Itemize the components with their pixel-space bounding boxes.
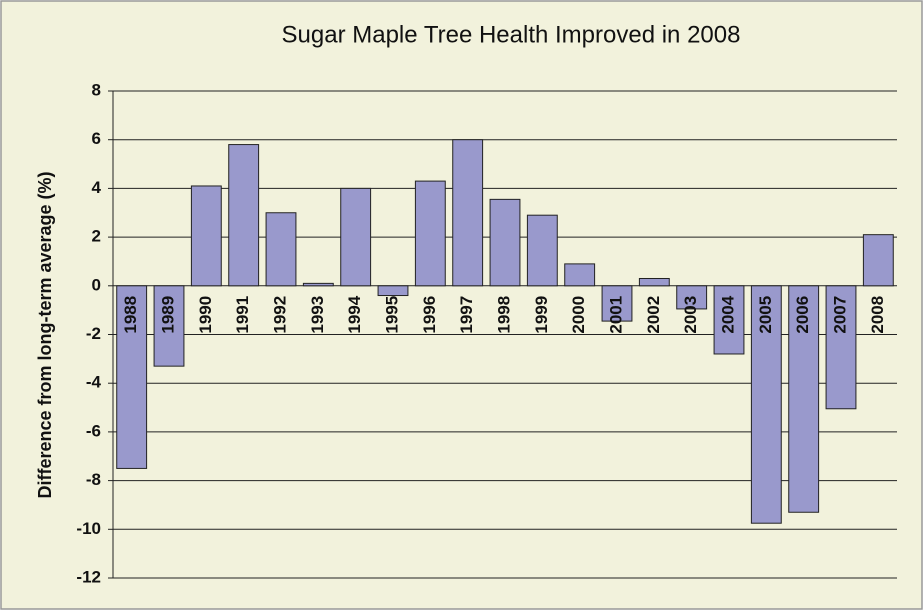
x-tick-label: 1988 — [121, 296, 140, 334]
x-tick-label: 1994 — [345, 295, 364, 333]
bar — [601, 285, 633, 322]
bar — [638, 277, 670, 287]
bar — [526, 214, 558, 287]
bar — [825, 285, 857, 410]
x-tick-label: 2005 — [756, 296, 775, 334]
y-tick-label: -2 — [86, 324, 101, 343]
y-tick-label: 0 — [92, 275, 101, 294]
bar — [414, 180, 446, 287]
bar — [713, 285, 745, 355]
bar — [676, 285, 708, 310]
x-tick-label: 1997 — [457, 296, 476, 334]
y-tick-label: -12 — [76, 567, 101, 586]
x-tick-label: 2006 — [793, 296, 812, 334]
y-tick-label: -6 — [86, 421, 101, 440]
x-tick-label: 1991 — [233, 296, 252, 334]
x-tick-label: 2002 — [644, 296, 663, 334]
bar — [153, 285, 185, 367]
bar — [302, 282, 334, 287]
bar — [489, 198, 521, 287]
x-tick-label: 2000 — [569, 296, 588, 334]
y-tick-label: -4 — [86, 373, 102, 392]
x-tick-label: 1989 — [158, 296, 177, 334]
x-tick-label: 1990 — [196, 296, 215, 334]
x-tick-label: 2001 — [606, 296, 625, 334]
bar — [116, 285, 148, 469]
chart-title: Sugar Maple Tree Health Improved in 2008 — [282, 21, 741, 48]
bar — [340, 187, 372, 287]
bar — [862, 234, 894, 287]
x-tick-label: 1999 — [532, 296, 551, 334]
y-tick-label: 6 — [92, 129, 101, 148]
bar — [452, 139, 484, 287]
x-tick-label: 2008 — [868, 296, 887, 334]
x-tick-label: 1995 — [382, 296, 401, 334]
bar — [564, 263, 596, 287]
y-tick-label: 8 — [92, 80, 101, 99]
bar — [750, 285, 782, 524]
bar — [788, 285, 820, 513]
x-tick-label: 2007 — [830, 296, 849, 334]
y-tick-label: 4 — [92, 178, 102, 197]
x-tick-label: 1993 — [308, 296, 327, 334]
x-tick-label: 1992 — [270, 296, 289, 334]
y-axis-label: Difference from long-term average (%) — [35, 171, 55, 498]
y-tick-label: -8 — [86, 470, 101, 489]
x-tick-label: 1996 — [420, 296, 439, 334]
bar — [228, 144, 260, 287]
x-tick-label: 2003 — [681, 296, 700, 334]
x-tick-label: 2004 — [718, 295, 737, 333]
x-tick-label: 1998 — [494, 296, 513, 334]
bar — [377, 285, 409, 297]
bar — [190, 185, 222, 287]
y-tick-label: -10 — [76, 519, 101, 538]
y-tick-label: 2 — [92, 227, 101, 246]
bar — [265, 212, 297, 287]
